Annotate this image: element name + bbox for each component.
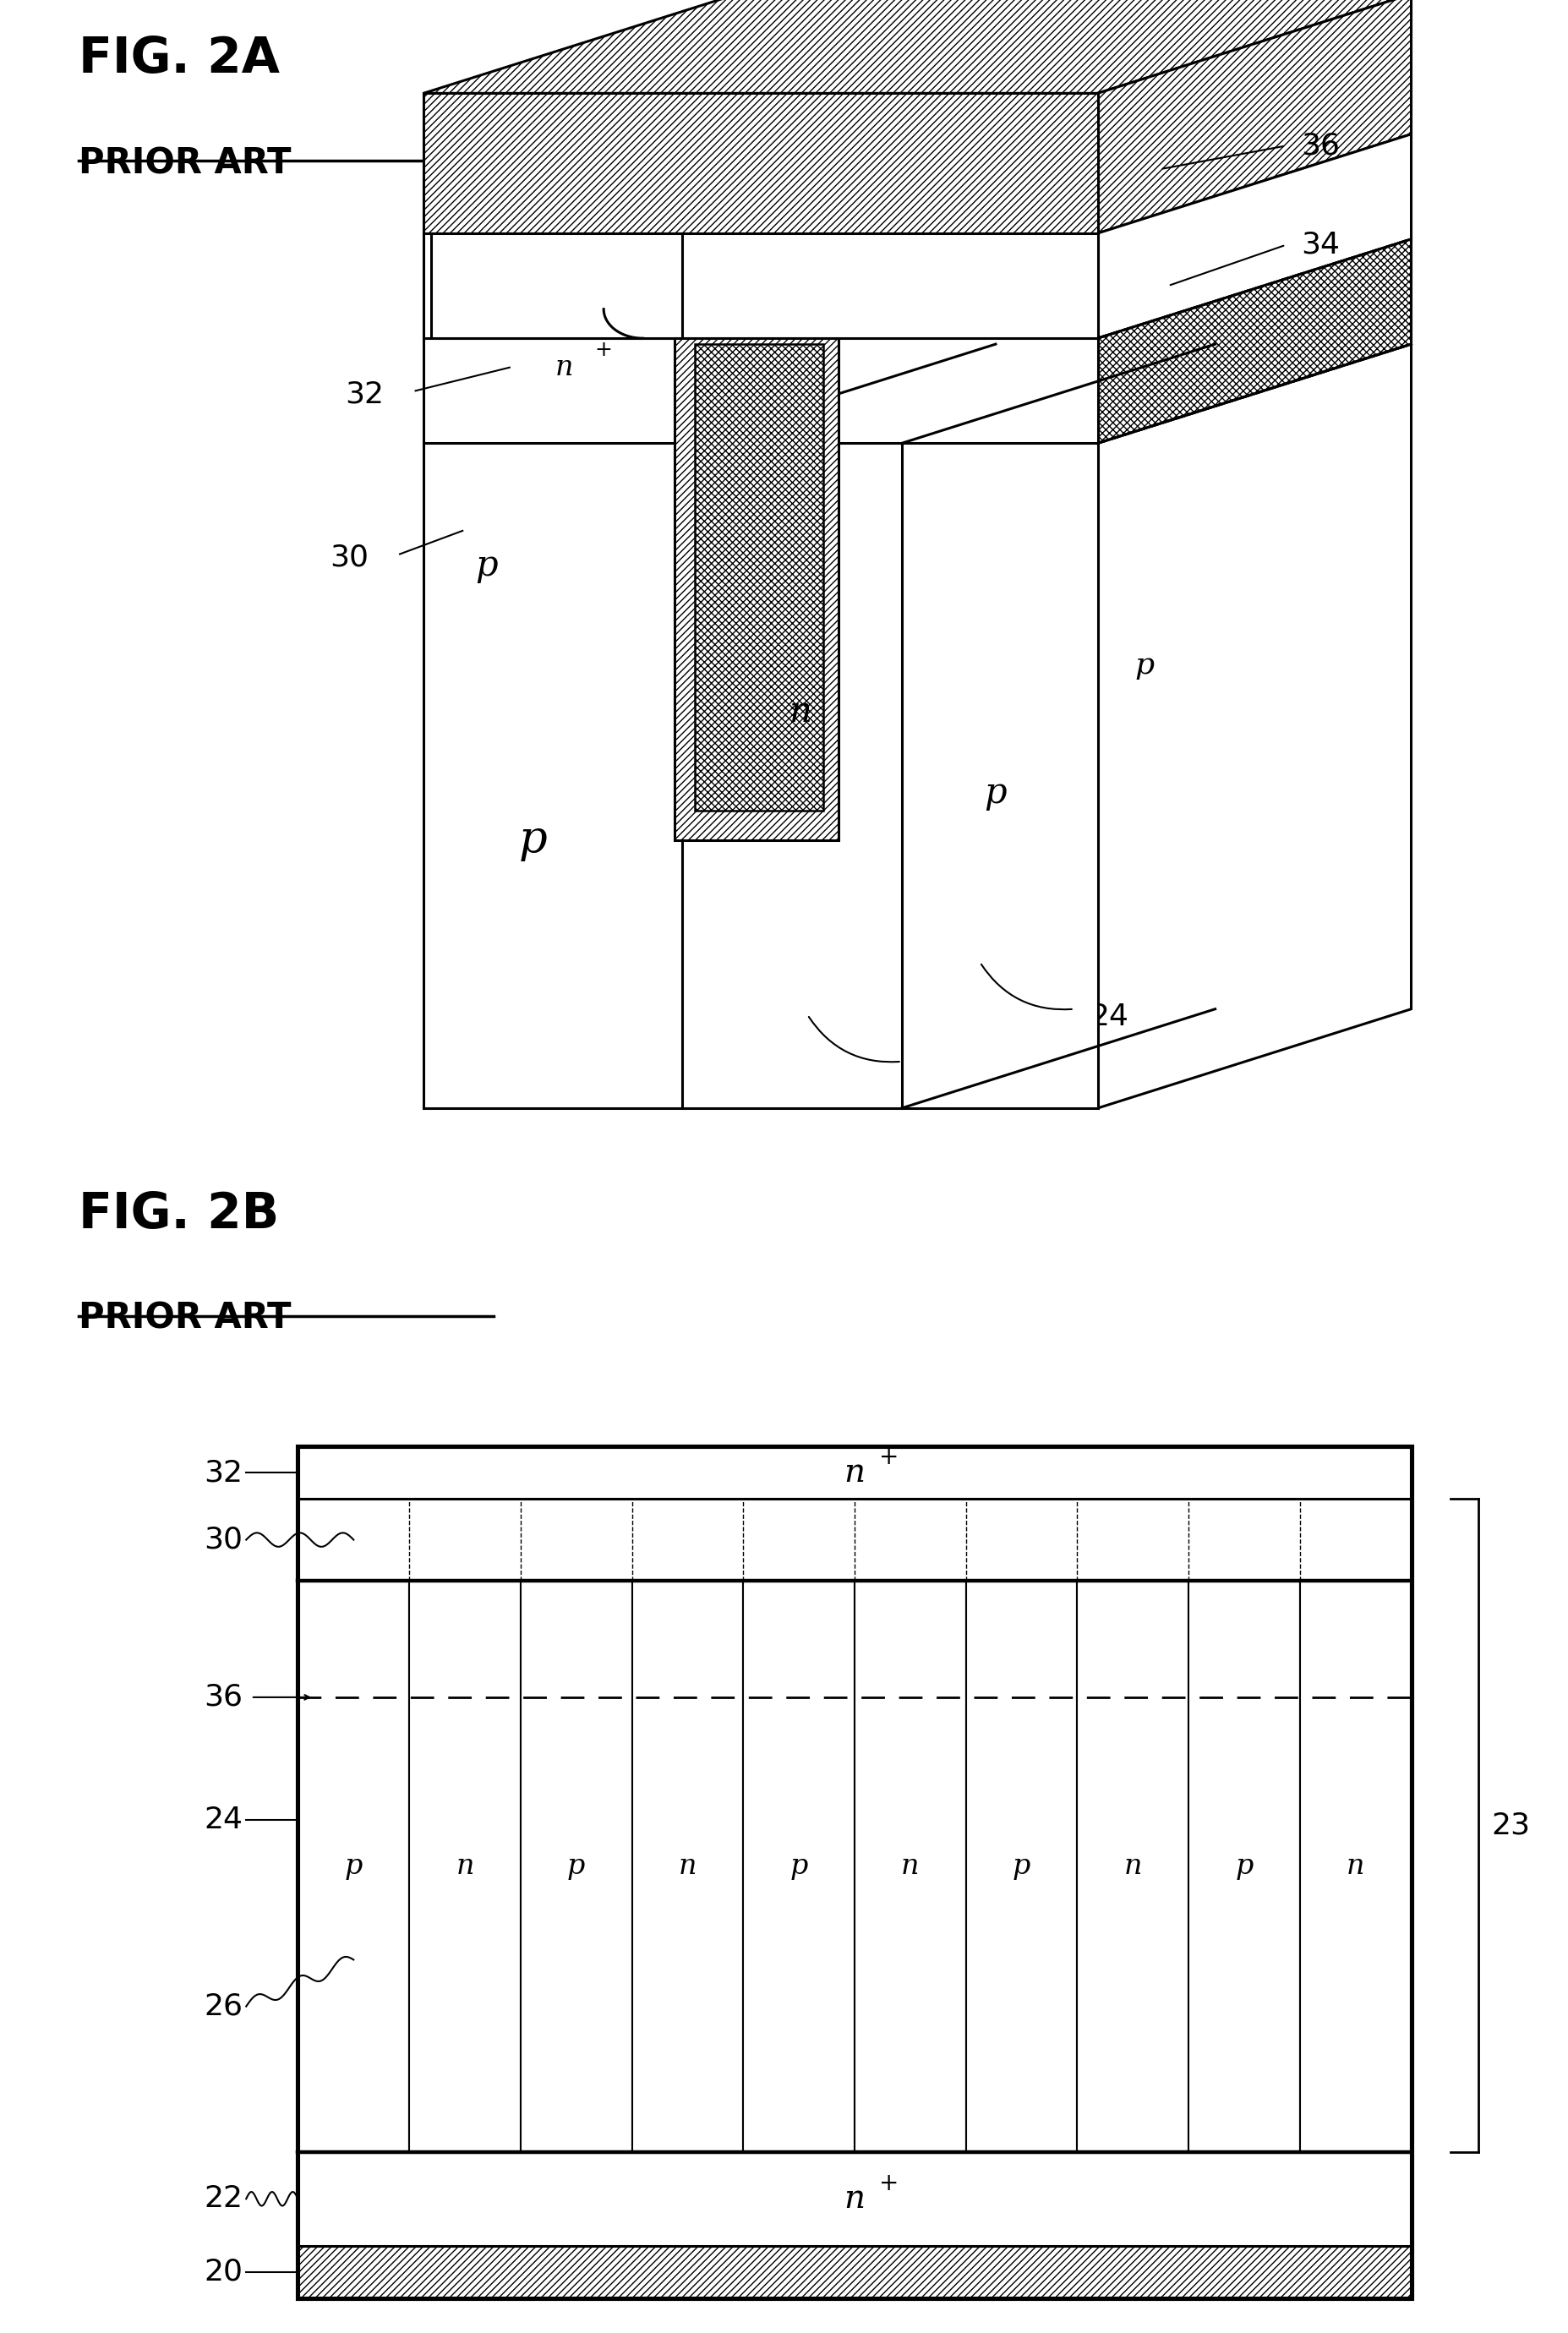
Polygon shape — [966, 1500, 1077, 1582]
Polygon shape — [632, 1500, 743, 1582]
Text: 20: 20 — [204, 2258, 243, 2286]
Polygon shape — [855, 1500, 966, 1582]
Text: p: p — [475, 548, 497, 583]
Polygon shape — [521, 1500, 632, 1582]
Polygon shape — [743, 1582, 855, 2151]
Polygon shape — [1189, 1582, 1300, 2151]
Text: 32: 32 — [345, 380, 384, 408]
Text: PRIOR ART: PRIOR ART — [78, 1302, 292, 1337]
Text: 26: 26 — [917, 1055, 956, 1085]
Text: p: p — [1013, 1852, 1030, 1880]
Polygon shape — [423, 233, 1098, 338]
Polygon shape — [1077, 1500, 1189, 1582]
Polygon shape — [1098, 133, 1411, 338]
Polygon shape — [409, 1500, 521, 1582]
Text: +: + — [594, 341, 613, 359]
Text: 23: 23 — [1491, 1810, 1530, 1841]
Text: n: n — [1124, 1852, 1142, 1880]
Text: 26: 26 — [204, 1992, 243, 2020]
Text: p: p — [1135, 651, 1154, 679]
Polygon shape — [743, 1500, 855, 1582]
Text: n: n — [679, 1852, 696, 1880]
Polygon shape — [431, 233, 682, 338]
Polygon shape — [966, 1582, 1077, 2151]
Polygon shape — [1300, 1582, 1411, 2151]
Text: 36: 36 — [1301, 131, 1341, 161]
Text: 32: 32 — [204, 1458, 243, 1486]
Text: 30: 30 — [329, 544, 368, 572]
Text: p: p — [985, 775, 1007, 812]
Text: FIG. 2B: FIG. 2B — [78, 1190, 279, 1239]
Text: n: n — [844, 2184, 866, 2214]
Polygon shape — [1300, 1500, 1411, 1582]
Polygon shape — [298, 2244, 1411, 2298]
Text: 24: 24 — [1090, 1003, 1129, 1031]
Text: 22: 22 — [204, 2184, 243, 2214]
Text: n: n — [844, 1458, 866, 1488]
Polygon shape — [855, 1582, 966, 2151]
Polygon shape — [521, 1582, 632, 2151]
Polygon shape — [423, 93, 1098, 233]
Polygon shape — [695, 343, 823, 810]
Text: n: n — [789, 693, 811, 730]
Text: p: p — [1236, 1852, 1253, 1880]
Text: n: n — [902, 1852, 919, 1880]
Polygon shape — [1189, 1500, 1300, 1582]
Polygon shape — [674, 338, 839, 840]
Polygon shape — [1098, 0, 1411, 233]
Text: PRIOR ART: PRIOR ART — [78, 145, 292, 182]
Polygon shape — [298, 1582, 409, 2151]
Polygon shape — [1077, 1582, 1189, 2151]
Polygon shape — [298, 1446, 1411, 1500]
Text: p: p — [790, 1852, 808, 1880]
Text: +: + — [880, 2172, 898, 2195]
Text: n: n — [456, 1852, 474, 1880]
Polygon shape — [423, 0, 1411, 93]
Text: p: p — [568, 1852, 585, 1880]
Polygon shape — [298, 1500, 409, 1582]
Text: n: n — [1347, 1852, 1364, 1880]
Text: 36: 36 — [204, 1682, 243, 1712]
Text: 34: 34 — [1301, 231, 1341, 259]
Text: p: p — [345, 1852, 362, 1880]
Polygon shape — [409, 1582, 521, 2151]
Polygon shape — [1098, 0, 1411, 1108]
Text: n: n — [555, 355, 574, 380]
Polygon shape — [423, 93, 1098, 1108]
Polygon shape — [298, 2151, 1411, 2244]
Text: 24: 24 — [204, 1806, 243, 1834]
Text: FIG. 2A: FIG. 2A — [78, 35, 279, 84]
Polygon shape — [632, 1582, 743, 2151]
Text: +: + — [880, 1446, 898, 1470]
Polygon shape — [1098, 240, 1411, 443]
Text: p: p — [519, 819, 547, 861]
Text: 30: 30 — [204, 1526, 243, 1554]
